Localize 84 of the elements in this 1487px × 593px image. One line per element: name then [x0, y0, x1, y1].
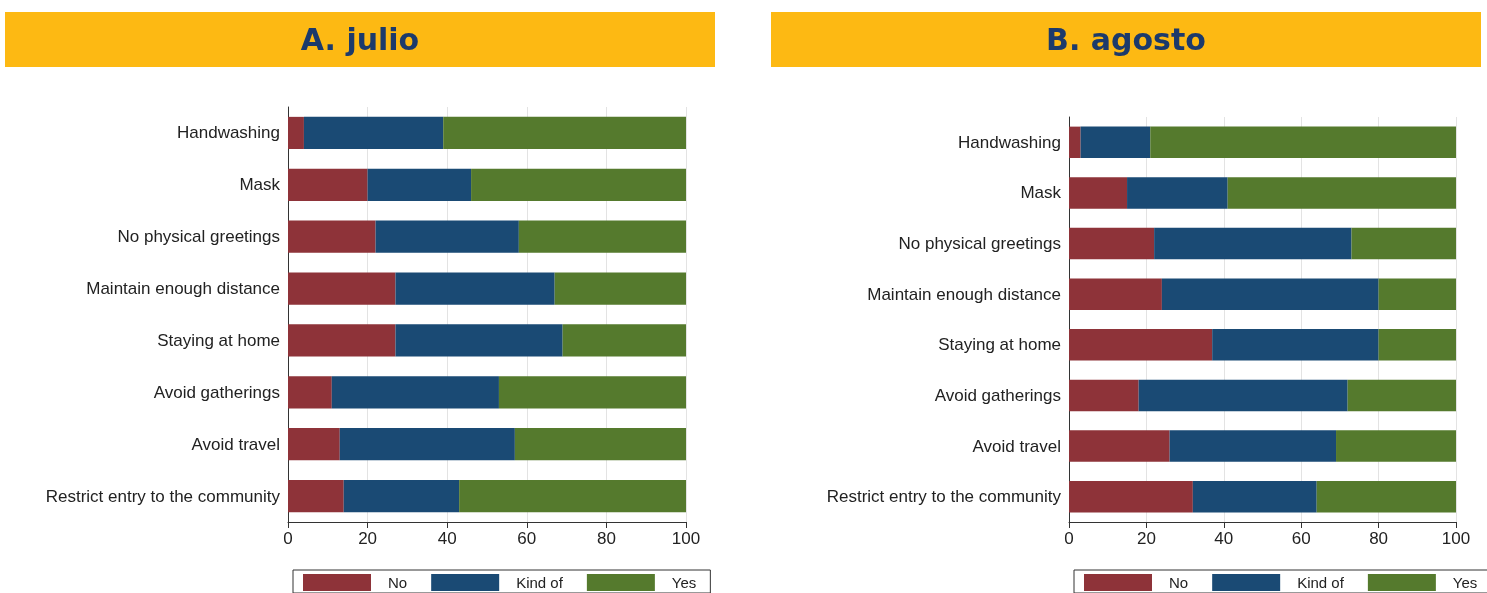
y-tick-label: Maintain enough distance	[86, 279, 280, 299]
chart-title: A. julio	[5, 12, 715, 67]
chart-title: B. agosto	[771, 12, 1481, 67]
y-tick-label: Handwashing	[176, 123, 280, 143]
legend-label: Yes	[671, 574, 697, 591]
x-tick-label: 60	[1291, 529, 1311, 548]
bar	[1378, 278, 1456, 310]
legend-label: Kind of	[516, 574, 564, 591]
bar	[395, 324, 563, 357]
y-tick-label: Avoid travel	[191, 434, 280, 454]
bar	[471, 168, 686, 201]
y-tick-label: Mask	[239, 175, 281, 195]
bar	[1069, 227, 1155, 260]
bar	[518, 220, 686, 253]
bar	[1069, 126, 1081, 159]
y-tick-label: Staying at home	[938, 335, 1061, 355]
bar	[288, 479, 344, 513]
x-tick-label: 100	[671, 529, 701, 548]
bar	[288, 272, 396, 305]
legend-label: No	[1169, 574, 1189, 591]
bar	[514, 428, 686, 461]
bar	[1069, 379, 1139, 412]
y-tick-label: Avoid gatherings	[934, 385, 1061, 405]
x-tick-label: 40	[437, 529, 457, 548]
bar	[1154, 227, 1352, 260]
bar	[1336, 430, 1456, 462]
bar	[1192, 480, 1317, 513]
legend-label: Kind of	[1297, 574, 1345, 591]
bar	[459, 479, 686, 513]
bar	[303, 116, 444, 150]
bar	[288, 220, 376, 253]
bar	[1069, 430, 1170, 462]
bar	[1347, 379, 1456, 412]
x-tick-label: 20	[1136, 529, 1156, 548]
x-tick-label: 80	[596, 529, 616, 548]
bar	[554, 272, 686, 305]
y-tick-label: Staying at home	[157, 330, 280, 350]
bar	[331, 376, 499, 409]
y-tick-label: Restrict entry to the community	[826, 487, 1062, 507]
bar	[1378, 329, 1456, 361]
bar	[288, 116, 304, 150]
y-tick-label: Avoid gatherings	[153, 382, 280, 402]
x-tick-label: 0	[1064, 529, 1074, 548]
legend-label: No	[388, 574, 408, 591]
x-tick-label: 40	[1214, 529, 1234, 548]
bar	[367, 168, 472, 201]
bar	[1161, 278, 1379, 310]
bar	[1212, 329, 1379, 361]
bar	[498, 376, 686, 409]
bar	[1150, 126, 1456, 159]
bar	[1069, 480, 1193, 513]
bar	[288, 324, 396, 357]
bar	[288, 168, 368, 201]
bar	[375, 220, 519, 253]
x-tick-label: 0	[283, 529, 293, 548]
bar	[1069, 278, 1162, 310]
x-tick-label: 20	[358, 529, 378, 548]
bar	[562, 324, 686, 357]
bar	[1316, 480, 1456, 513]
bar	[395, 272, 555, 305]
y-tick-label: Avoid travel	[972, 436, 1061, 456]
y-tick-label: Restrict entry to the community	[45, 486, 281, 506]
x-tick-label: 60	[517, 529, 537, 548]
legend-label: Yes	[1452, 574, 1478, 591]
bar	[1127, 177, 1228, 209]
y-tick-label: Handwashing	[957, 132, 1061, 152]
y-tick-label: No physical greetings	[898, 234, 1061, 254]
bar	[1138, 379, 1348, 412]
bar	[1227, 177, 1456, 209]
x-tick-label: 100	[1441, 529, 1471, 548]
bar	[1069, 329, 1213, 361]
y-tick-label: No physical greetings	[117, 227, 280, 247]
x-tick-label: 80	[1369, 529, 1389, 548]
bar	[1351, 227, 1456, 260]
bar	[288, 428, 340, 461]
bar	[1069, 177, 1128, 209]
bar	[443, 116, 686, 150]
y-tick-label: Maintain enough distance	[867, 284, 1061, 304]
bar	[343, 479, 460, 513]
bar	[1169, 430, 1337, 462]
bar	[288, 376, 332, 409]
y-tick-label: Mask	[1020, 183, 1062, 203]
bar	[339, 428, 515, 461]
bar	[1080, 126, 1151, 159]
